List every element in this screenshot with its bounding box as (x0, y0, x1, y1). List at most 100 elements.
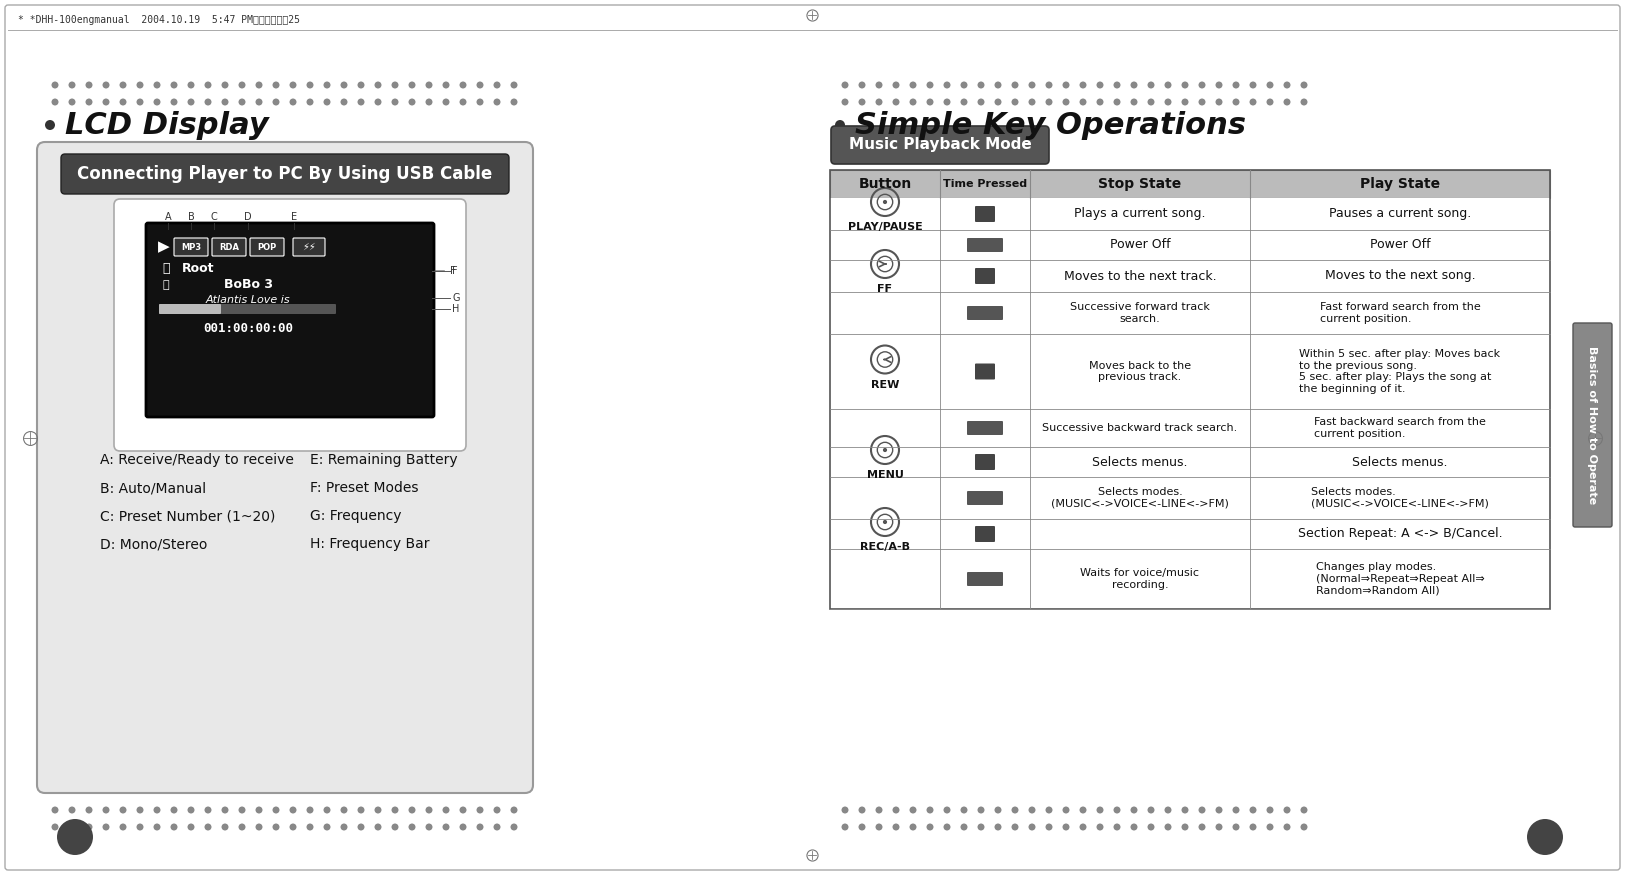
Circle shape (120, 99, 127, 106)
Circle shape (1216, 81, 1222, 88)
Circle shape (426, 807, 432, 814)
Text: Atlantis Love is: Atlantis Love is (206, 295, 291, 305)
Circle shape (892, 81, 900, 88)
Circle shape (876, 81, 882, 88)
Text: D: Mono/Stereo: D: Mono/Stereo (101, 537, 208, 551)
Circle shape (944, 823, 951, 830)
Text: Stop State: Stop State (1098, 177, 1181, 191)
Circle shape (255, 99, 263, 106)
Circle shape (307, 807, 314, 814)
Circle shape (1165, 81, 1172, 88)
Circle shape (1079, 99, 1087, 106)
Text: A: A (164, 212, 171, 222)
Text: Root: Root (182, 262, 214, 276)
Circle shape (882, 520, 887, 524)
Circle shape (1097, 807, 1103, 814)
Circle shape (136, 807, 143, 814)
Circle shape (68, 99, 75, 106)
Circle shape (1300, 99, 1308, 106)
Circle shape (239, 823, 245, 830)
Text: Changes play modes.
(Normal⇒Repeat⇒Repeat All⇒
Random⇒Random All): Changes play modes. (Normal⇒Repeat⇒Repea… (1316, 563, 1484, 596)
Circle shape (221, 99, 229, 106)
Circle shape (1011, 99, 1019, 106)
Circle shape (86, 99, 93, 106)
Circle shape (205, 99, 211, 106)
Circle shape (1300, 807, 1308, 814)
Text: * *DHH-100engmanual  2004.10.19  5:47 PM〔25: * *DHH-100engmanual 2004.10.19 5:47 PM〔… (18, 15, 301, 25)
Text: B: B (187, 212, 195, 222)
Text: FF: FF (878, 284, 892, 294)
Circle shape (944, 807, 951, 814)
Circle shape (1165, 99, 1172, 106)
Circle shape (1045, 823, 1053, 830)
Circle shape (1528, 819, 1563, 855)
Circle shape (307, 99, 314, 106)
Circle shape (1147, 823, 1154, 830)
Circle shape (1250, 807, 1256, 814)
Circle shape (994, 99, 1001, 106)
Circle shape (926, 99, 933, 106)
Circle shape (1181, 99, 1188, 106)
Circle shape (1284, 81, 1290, 88)
Circle shape (323, 807, 330, 814)
Circle shape (926, 807, 933, 814)
Text: PLAY/PAUSE: PLAY/PAUSE (848, 222, 923, 232)
Circle shape (358, 807, 364, 814)
Circle shape (882, 200, 887, 204)
Circle shape (1232, 81, 1240, 88)
FancyBboxPatch shape (62, 154, 509, 194)
Circle shape (255, 807, 263, 814)
Bar (830, 519, 1550, 549)
Circle shape (1250, 99, 1256, 106)
Circle shape (1063, 81, 1069, 88)
Circle shape (136, 81, 143, 88)
Circle shape (494, 823, 500, 830)
Text: F: Preset Modes: F: Preset Modes (310, 481, 419, 495)
Circle shape (341, 99, 348, 106)
Circle shape (476, 823, 484, 830)
Circle shape (153, 99, 161, 106)
Circle shape (68, 807, 75, 814)
Circle shape (442, 807, 450, 814)
Circle shape (460, 81, 466, 88)
Bar (830, 292, 1550, 334)
Circle shape (239, 99, 245, 106)
Circle shape (205, 81, 211, 88)
Circle shape (323, 823, 330, 830)
Circle shape (1045, 81, 1053, 88)
Text: Connecting Player to PC By Using USB Cable: Connecting Player to PC By Using USB Cab… (78, 165, 492, 183)
Circle shape (994, 81, 1001, 88)
Circle shape (120, 807, 127, 814)
FancyBboxPatch shape (967, 306, 1003, 320)
Circle shape (102, 823, 109, 830)
Circle shape (392, 99, 398, 106)
Circle shape (476, 99, 484, 106)
Bar (830, 170, 1550, 198)
FancyBboxPatch shape (37, 142, 533, 793)
Text: Basics of How to Operate: Basics of How to Operate (1588, 346, 1597, 504)
Circle shape (978, 807, 985, 814)
Circle shape (1113, 823, 1121, 830)
Circle shape (1113, 81, 1121, 88)
Circle shape (136, 99, 143, 106)
Text: 📁: 📁 (162, 262, 169, 276)
Circle shape (892, 807, 900, 814)
Circle shape (1199, 99, 1206, 106)
FancyBboxPatch shape (146, 223, 434, 417)
Bar (830, 334, 1550, 409)
Circle shape (205, 807, 211, 814)
Text: Successive backward track search.: Successive backward track search. (1042, 423, 1238, 433)
Circle shape (153, 81, 161, 88)
Circle shape (187, 99, 195, 106)
Circle shape (171, 81, 177, 88)
Text: Button: Button (858, 177, 912, 191)
Bar (830, 260, 1550, 292)
Circle shape (1079, 807, 1087, 814)
Circle shape (255, 81, 263, 88)
Text: C: Preset Number (1~20): C: Preset Number (1~20) (101, 509, 275, 523)
FancyBboxPatch shape (975, 268, 994, 284)
Circle shape (239, 81, 245, 88)
Circle shape (1147, 81, 1154, 88)
FancyBboxPatch shape (975, 206, 994, 222)
Circle shape (1011, 807, 1019, 814)
